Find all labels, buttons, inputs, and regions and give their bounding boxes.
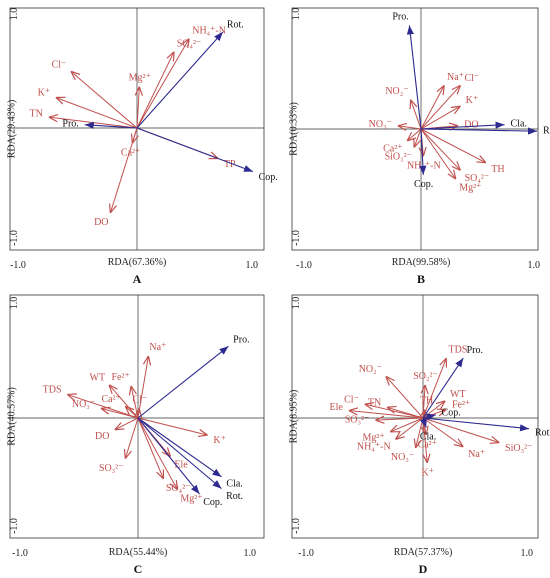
env-label-k: K⁺ [466, 95, 479, 106]
env-arrow-th [421, 129, 486, 163]
species-label-cla: Cla. [226, 479, 242, 490]
panel-c: -1.0 1.0 1.0 -1.0 RDA(55.44%) RDA(40.57%) C Na⁺… [6, 295, 264, 576]
species-arrow-cla [421, 125, 505, 129]
env-label-th: TH [491, 164, 504, 175]
env-label-do: DO [464, 120, 478, 131]
species-arrow-pro [138, 346, 228, 418]
species-label-cop: Cop. [442, 408, 461, 419]
tick-label-ymax: 1.0 [291, 8, 302, 21]
env-label-so: SO₃²⁻ [99, 463, 124, 474]
env-label-na: Na⁺ [149, 342, 166, 353]
panel-letter: D [419, 562, 428, 576]
panel-letter: C [134, 562, 143, 576]
tick-label-ymin: -1.0 [9, 518, 20, 534]
env-label-mg: Mg²⁺ [459, 182, 481, 193]
env-label-ca: Ca²⁺ [101, 394, 120, 405]
x-axis-label: RDA(55.44%) [109, 547, 168, 558]
species-label-pro: Pro. [467, 345, 483, 356]
env-label-nhn: NH₄⁺-N [357, 441, 391, 452]
tick-label-ymax: 1.0 [9, 8, 20, 21]
tick-label-ymin: -1.0 [291, 518, 302, 534]
env-label-sio: SiO₃²⁻ [505, 443, 532, 454]
y-axis-label: RDA(40.57%) [6, 387, 17, 446]
env-label-tn: TN [30, 108, 43, 119]
x-axis-label: RDA(99.58%) [392, 257, 451, 268]
env-label-tds: TDS [448, 344, 467, 355]
panel-a: -1.0 1.0 1.0 -1.0 RDA(67.36%) RDA(29.43%) A NH₄… [6, 8, 277, 286]
env-label-no: NO₃⁻ [369, 119, 392, 130]
tick-label-xmin: -1.0 [296, 260, 312, 271]
env-label-fe: Fe²⁺ [111, 372, 129, 383]
panel-letter: A [133, 272, 142, 286]
tick-label-xmin: -1.0 [298, 548, 314, 559]
env-label-so: SO₂²⁻ [413, 371, 438, 382]
x-axis-label: RDA(57.37%) [394, 547, 453, 558]
env-label-no: NO₂⁻ [385, 86, 408, 97]
species-label-pro: Pro. [392, 11, 408, 22]
species-label-rot: Rot. [226, 491, 243, 502]
env-arrow-so [125, 418, 138, 459]
env-label-cl: Cl⁻ [344, 395, 359, 406]
env-label-no: NO₃⁻ [391, 452, 414, 463]
env-label-cl: Cl⁻ [133, 394, 148, 405]
env-label-so: SO₃²⁻ [345, 415, 370, 426]
env-label-do: DO [94, 217, 108, 228]
env-label-wt: WT [90, 372, 106, 383]
env-arrow-mg [138, 418, 177, 490]
env-label-so: SO₄²⁻ [166, 483, 191, 494]
env-label-mg: Mg²⁺ [129, 73, 151, 84]
env-label-tn: TN [368, 398, 381, 409]
tick-label-ymin: -1.0 [291, 230, 302, 246]
env-label-cl: Cl⁻ [52, 59, 67, 70]
env-label-so: SO₄²⁻ [177, 38, 202, 49]
env-label-k: K⁺ [422, 467, 435, 478]
species-label-pro: Pro. [233, 335, 249, 346]
env-arrow-do [110, 128, 137, 213]
panel-letter: B [417, 272, 425, 286]
species-label-cla: Cla. [420, 432, 436, 443]
species-label-rot: Rot. [227, 20, 244, 31]
tick-label-ymax: 1.0 [291, 297, 302, 310]
species-label-rot: Rot. [543, 126, 550, 137]
species-label-rot: Rot. [535, 428, 550, 439]
env-label-no: NO₂⁻ [359, 364, 382, 375]
tick-label-ymax: 1.0 [9, 297, 20, 310]
species-arrow-cop [137, 128, 253, 172]
env-label-na: Na⁺ [447, 72, 464, 83]
species-label-pro: Pro. [62, 119, 78, 130]
panel-d: -1.0 1.0 1.0 -1.0 RDA(57.37%) RDA(8.95%) D TDS N… [288, 295, 550, 576]
env-arrow-so [137, 52, 174, 128]
species-label-cla: Cla. [511, 119, 527, 130]
tick-label-xmax: 1.0 [521, 548, 534, 559]
env-arrow-cl [71, 71, 137, 128]
env-arrow-mg [390, 418, 423, 432]
env-arrow-no [386, 376, 423, 418]
y-axis-label: RDA(29.43%) [6, 100, 17, 159]
env-arrow-no [398, 126, 421, 129]
tick-label-ymin: -1.0 [9, 230, 20, 246]
tick-label-xmax: 1.0 [244, 548, 257, 559]
tick-label-xmax: 1.0 [246, 260, 259, 271]
env-label-no: NO₃⁻ [72, 399, 95, 410]
species-label-cop: Cop. [259, 172, 278, 183]
tick-label-xmin: -1.0 [12, 548, 28, 559]
y-axis-label: RDA(8.95%) [288, 390, 299, 444]
species-label-cop: Cop. [414, 179, 433, 190]
env-label-ele: Ele [330, 402, 344, 413]
panel-b: -1.0 1.01.0-1.0RDA(99.58%)RDA(0.33%)BNa⁺ C… [288, 8, 550, 286]
y-axis-label: RDA(0.33%) [288, 102, 299, 156]
env-label-nhn: NH₄⁺-N [407, 161, 441, 172]
tick-label-xmax: 1.0 [528, 260, 541, 271]
env-label-do: DO [95, 431, 109, 442]
env-label-mg: Mg²⁺ [180, 493, 202, 504]
env-label-cl: Cl⁻ [464, 73, 479, 84]
env-label-k: K⁺ [213, 435, 226, 446]
env-label-tds: TDS [43, 385, 62, 396]
species-label-cop: Cop. [203, 497, 222, 508]
env-label-na: Na⁺ [468, 449, 485, 460]
tick-label-xmin: -1.0 [10, 260, 26, 271]
x-axis-label: RDA(67.36%) [108, 257, 167, 268]
env-label-k: K⁺ [38, 87, 51, 98]
